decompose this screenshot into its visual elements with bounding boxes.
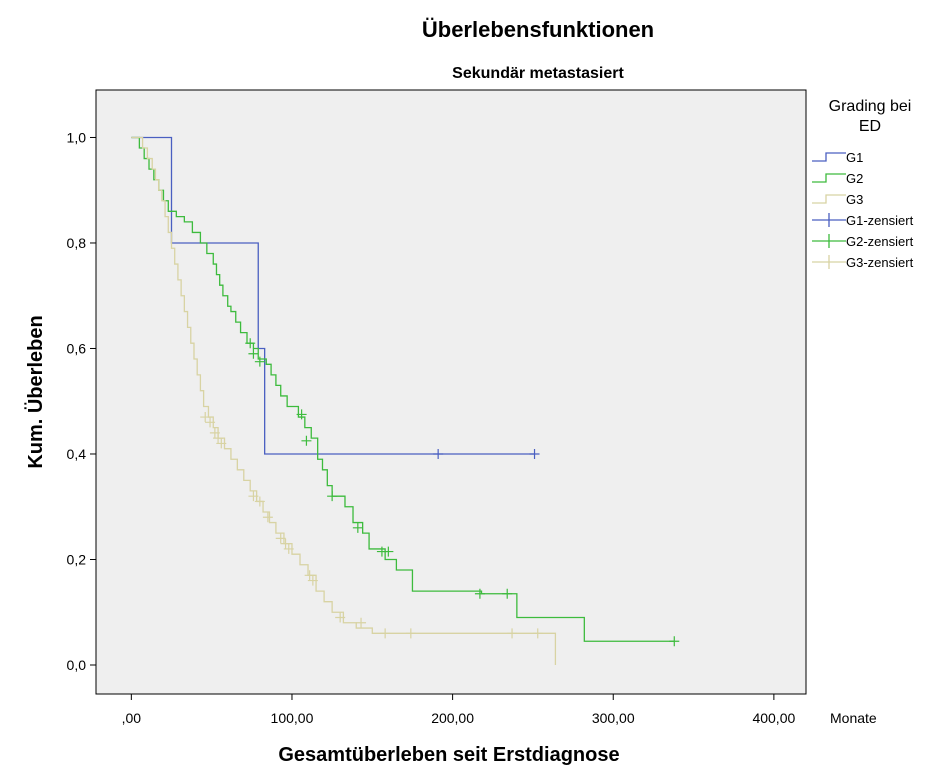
censor-mark-g2 [327,491,338,502]
legend-title-line-1: Grading bei [829,98,912,115]
x-axis: ,00 100,00 200,00 300,00 400,00 [122,694,795,726]
censor-mark-g3 [262,512,273,523]
censor-mark-g3 [335,612,346,623]
legend-label-g1-zensiert: G1-zensiert [846,213,914,228]
y-tick-label: 0,4 [67,446,87,462]
censor-mark-g3 [405,628,416,639]
censor-mark-g3 [307,575,318,586]
legend-swatch-g1 [812,152,846,162]
legend-swatch-g3-zensiert [812,255,846,269]
y-tick-label: 0,0 [67,657,87,673]
legend: Grading bei ED G1 G2 G3 G1-zensiert G2-zensi… [812,98,914,270]
y-tick-label: 0,6 [67,340,87,356]
x-unit-label: Monate [830,710,877,726]
legend-label-g1: G1 [846,150,863,165]
censor-mark-g2 [254,356,265,367]
censor-mark-g2 [352,522,363,533]
censor-mark-g2 [296,409,307,420]
censor-mark-g3 [216,438,227,449]
x-tick-label: 200,00 [431,710,474,726]
censor-mark-g2 [301,435,312,446]
censor-mark-g3 [532,628,543,639]
legend-swatch-g3 [812,194,846,204]
legend-swatch-g1-zensiert [812,213,846,227]
x-tick-label: ,00 [122,710,142,726]
x-axis-title: Gesamtüberleben seit Erstdiagnose [278,744,619,766]
censor-mark-g2 [245,338,256,349]
survival-curve-g1 [131,136,535,455]
censor-mark-g3 [205,417,216,428]
legend-label-g3: G3 [846,192,863,207]
legend-label-g2-zensiert: G2-zensiert [846,234,914,249]
legend-swatch-g2-zensiert [812,234,846,248]
censor-mark-g1 [433,448,444,459]
censor-mark-g3 [507,628,518,639]
y-axis-title: Kum. Überleben [24,315,47,468]
censor-mark-g3 [280,538,291,549]
survival-curve-g3 [131,136,557,665]
censor-mark-g3 [200,412,211,423]
x-tick-label: 300,00 [592,710,635,726]
legend-label-g2: G2 [846,171,863,186]
series-layer [131,136,680,665]
censor-mark-g3 [209,427,220,438]
y-axis: 0,0 0,2 0,4 0,6 0,8 1,0 [67,129,96,673]
x-tick-label: 100,00 [271,710,314,726]
censor-mark-g3 [304,570,315,581]
y-tick-label: 0,2 [67,551,87,567]
y-tick-label: 0,8 [67,235,87,251]
censor-mark-g3 [283,543,294,554]
censor-mark-g3 [356,617,367,628]
censor-mark-g2 [474,588,485,599]
x-tick-label: 400,00 [752,710,795,726]
legend-label-g3-zensiert: G3-zensiert [846,255,914,270]
censor-mark-g3 [380,628,391,639]
censor-mark-g3 [248,491,259,502]
censor-mark-g2 [669,636,680,647]
censor-mark-g2 [248,348,259,359]
legend-swatch-g2 [812,173,846,183]
y-tick-label: 1,0 [67,129,87,145]
censor-mark-g3 [213,433,224,444]
chart-title: Überlebensfunktionen [422,17,654,42]
plot-area [95,89,807,695]
censor-mark-g2 [383,546,394,557]
censor-mark-g3 [275,533,286,544]
censor-mark-g2 [502,588,513,599]
legend-title-line-2: ED [859,118,881,135]
censor-mark-g1 [529,448,540,459]
chart-subtitle: Sekundär metastasiert [452,65,624,82]
censor-mark-g3 [254,496,265,507]
